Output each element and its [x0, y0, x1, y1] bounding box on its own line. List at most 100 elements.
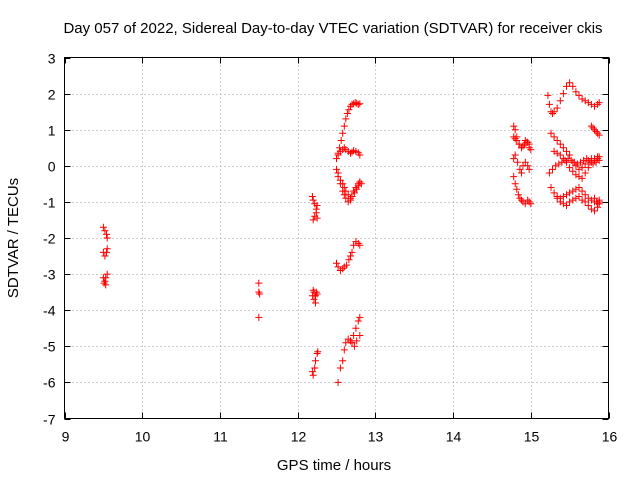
y-tick-label: -4 [43, 303, 56, 319]
data-point [356, 332, 364, 339]
data-point [573, 160, 581, 168]
data-point [334, 173, 342, 181]
y-tick-label: 3 [48, 51, 56, 67]
data-point [336, 364, 344, 372]
data-point [594, 129, 602, 137]
data-point [589, 160, 597, 168]
data-point [594, 153, 602, 161]
data-point [313, 290, 321, 298]
data-point [313, 202, 321, 209]
data-point [343, 110, 351, 117]
data-point [101, 277, 109, 285]
y-tick-label: -6 [43, 375, 56, 391]
data-point [547, 184, 555, 191]
data-point [575, 193, 583, 200]
data-point [572, 88, 580, 96]
data-point [553, 137, 561, 144]
data-point [521, 158, 529, 166]
data-point [553, 194, 561, 202]
axis-ticks [64, 57, 610, 420]
data-point [581, 169, 589, 177]
data-point [587, 158, 595, 166]
data-point [524, 196, 532, 204]
data-point [348, 100, 356, 108]
data-point [340, 184, 348, 191]
data-point [581, 160, 589, 168]
data-point [510, 133, 518, 141]
data-point [354, 100, 362, 108]
data-point [102, 281, 110, 289]
data-point [310, 295, 318, 303]
data-point [575, 91, 583, 99]
data-point [584, 99, 592, 107]
data-point [103, 234, 111, 242]
data-point [256, 290, 264, 298]
data-point [309, 286, 317, 294]
data-point [312, 292, 319, 300]
data-point [587, 100, 595, 108]
x-tick-label: 9 [62, 429, 70, 445]
data-point [578, 164, 586, 172]
data-point [569, 82, 577, 90]
data-point [356, 178, 364, 186]
data-point [591, 207, 598, 215]
data-point [518, 169, 525, 177]
data-point [312, 357, 319, 365]
data-point [566, 189, 574, 197]
data-point [523, 138, 531, 146]
data-point [103, 270, 111, 278]
data-point [255, 313, 263, 321]
data-point [563, 202, 570, 209]
data-point [518, 196, 525, 204]
data-point [572, 194, 580, 202]
data-point [561, 156, 569, 164]
data-point [524, 162, 532, 170]
data-point [350, 187, 358, 195]
data-point [545, 100, 553, 108]
data-point [591, 126, 598, 134]
data-point [350, 241, 358, 249]
data-point [527, 146, 535, 154]
data-point [516, 165, 524, 173]
data-point [353, 185, 361, 193]
data-point [566, 79, 574, 87]
data-point [339, 187, 347, 195]
data-point [345, 256, 353, 264]
data-point [594, 203, 602, 211]
data-point [563, 158, 570, 166]
data-point [555, 160, 563, 168]
data-point [581, 198, 589, 206]
y-tick-label: -7 [43, 412, 56, 428]
data-point [575, 173, 583, 181]
data-point [547, 129, 555, 137]
data-point [566, 164, 574, 172]
data-point [567, 156, 575, 164]
x-tick-label: 15 [524, 429, 540, 445]
data-point [311, 364, 319, 372]
data-point [550, 147, 558, 155]
data-point [347, 337, 354, 345]
data-point [255, 279, 263, 287]
data-point [510, 173, 518, 181]
data-point [577, 158, 584, 166]
y-tick-label: -1 [43, 195, 56, 211]
data-point [511, 180, 519, 188]
data-point [513, 185, 521, 193]
data-point [350, 332, 358, 339]
data-point [592, 128, 600, 135]
data-point [556, 151, 564, 159]
data-point [595, 196, 603, 204]
data-point [103, 248, 110, 256]
data-point [569, 196, 577, 204]
data-point [356, 151, 364, 159]
data-point [340, 122, 348, 130]
data-point [334, 378, 342, 386]
data-point [516, 194, 524, 202]
data-point [594, 100, 602, 108]
data-point [312, 205, 320, 213]
data-point [578, 95, 586, 103]
data-point [348, 148, 356, 156]
y-tick-label: 1 [48, 123, 56, 139]
data-point [347, 252, 354, 260]
data-point [356, 100, 364, 108]
